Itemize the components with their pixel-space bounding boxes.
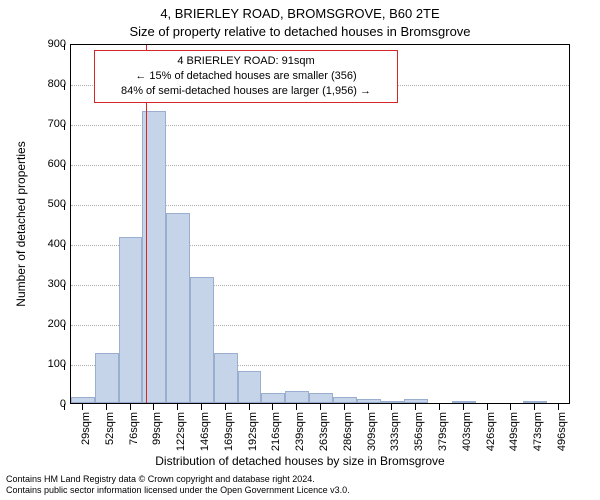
x-tick-label: 216sqm <box>270 412 282 451</box>
histogram-bar <box>285 391 309 403</box>
x-tick <box>439 404 440 410</box>
x-tick-label: 333sqm <box>389 412 401 451</box>
footer-line2: Contains public sector information licen… <box>6 485 350 496</box>
x-tick <box>130 404 131 410</box>
y-tick <box>64 124 65 130</box>
histogram-bar <box>71 397 95 403</box>
x-tick-label: 76sqm <box>128 412 140 445</box>
histogram-bar <box>357 399 381 403</box>
y-tick <box>64 324 65 330</box>
x-tick <box>487 404 488 410</box>
page-subtitle: Size of property relative to detached ho… <box>0 24 600 39</box>
histogram-bar <box>214 353 238 403</box>
page-title: 4, BRIERLEY ROAD, BROMSGROVE, B60 2TE <box>0 6 600 21</box>
x-tick <box>463 404 464 410</box>
x-tick <box>320 404 321 410</box>
x-tick-label: 169sqm <box>223 412 235 451</box>
x-tick-label: 286sqm <box>342 412 354 451</box>
x-tick-label: 496sqm <box>556 412 568 451</box>
x-tick <box>368 404 369 410</box>
y-tick-label: 900 <box>26 38 66 50</box>
histogram-bar <box>166 213 190 403</box>
x-tick-label: 473sqm <box>532 412 544 451</box>
y-tick-label: 200 <box>26 318 66 330</box>
y-tick <box>64 84 65 90</box>
x-tick-label: 52sqm <box>104 412 116 445</box>
histogram-bar <box>261 393 285 403</box>
x-tick <box>225 404 226 410</box>
histogram-bar <box>190 277 214 403</box>
histogram-bar <box>309 393 333 403</box>
annotation-box: 4 BRIERLEY ROAD: 91sqm ← 15% of detached… <box>94 50 398 103</box>
y-tick <box>64 364 65 370</box>
x-tick-label: 146sqm <box>199 412 211 451</box>
x-tick <box>534 404 535 410</box>
annotation-line2: ← 15% of detached houses are smaller (35… <box>101 69 391 84</box>
histogram-bar <box>381 401 405 403</box>
x-tick <box>177 404 178 410</box>
histogram-bar <box>452 401 476 403</box>
x-tick <box>249 404 250 410</box>
histogram-bar <box>238 371 262 403</box>
y-tick <box>64 164 65 170</box>
x-tick <box>415 404 416 410</box>
y-tick-label: 800 <box>26 78 66 90</box>
histogram-bar <box>404 399 428 403</box>
y-tick-label: 400 <box>26 238 66 250</box>
histogram-bar <box>95 353 119 403</box>
x-tick <box>201 404 202 410</box>
x-tick <box>510 404 511 410</box>
y-tick-label: 300 <box>26 278 66 290</box>
y-tick-label: 700 <box>26 118 66 130</box>
x-tick-label: 239sqm <box>294 412 306 451</box>
x-tick-label: 403sqm <box>461 412 473 451</box>
y-tick <box>64 244 65 250</box>
x-tick-label: 29sqm <box>80 412 92 445</box>
x-tick <box>272 404 273 410</box>
x-tick <box>82 404 83 410</box>
x-tick-label: 426sqm <box>485 412 497 451</box>
x-tick-label: 99sqm <box>151 412 163 445</box>
annotation-line1: 4 BRIERLEY ROAD: 91sqm <box>101 54 391 69</box>
x-tick <box>106 404 107 410</box>
y-tick <box>64 44 65 50</box>
y-tick-label: 600 <box>26 158 66 170</box>
x-tick <box>391 404 392 410</box>
x-tick-label: 356sqm <box>413 412 425 451</box>
x-tick <box>558 404 559 410</box>
y-tick <box>64 404 65 410</box>
y-tick <box>64 284 65 290</box>
x-tick-label: 192sqm <box>247 412 259 451</box>
annotation-line3: 84% of semi-detached houses are larger (… <box>101 84 391 99</box>
x-tick-label: 122sqm <box>175 412 187 451</box>
y-tick-label: 500 <box>26 198 66 210</box>
x-tick-label: 379sqm <box>437 412 449 451</box>
x-tick <box>296 404 297 410</box>
y-tick-label: 100 <box>26 358 66 370</box>
x-tick-label: 309sqm <box>366 412 378 451</box>
x-axis-label: Distribution of detached houses by size … <box>0 454 600 468</box>
histogram-bar <box>333 397 357 403</box>
x-tick-label: 263sqm <box>318 412 330 451</box>
x-tick <box>344 404 345 410</box>
footer: Contains HM Land Registry data © Crown c… <box>6 474 350 496</box>
y-tick <box>64 204 65 210</box>
footer-line1: Contains HM Land Registry data © Crown c… <box>6 474 350 485</box>
x-tick-label: 449sqm <box>508 412 520 451</box>
histogram-bar <box>119 237 143 403</box>
y-tick-label: 0 <box>26 398 66 410</box>
histogram-bar <box>523 401 547 403</box>
x-tick <box>153 404 154 410</box>
